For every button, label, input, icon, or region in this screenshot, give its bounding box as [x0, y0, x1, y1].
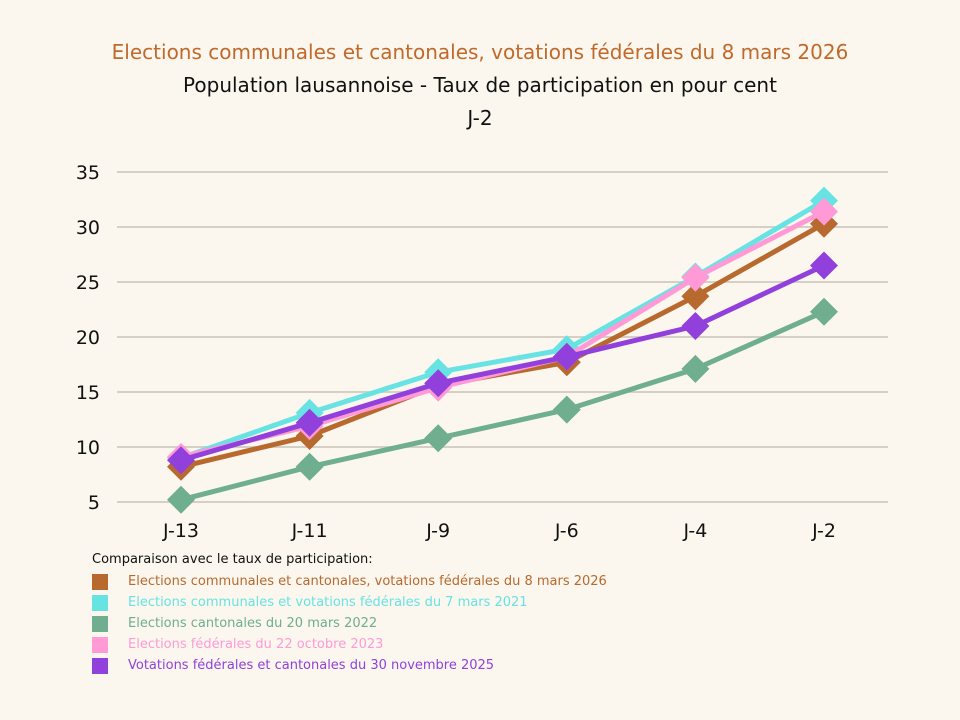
series-line: [180, 198, 826, 461]
data-point: [424, 369, 453, 398]
legend-item: Elections cantonales du 20 mars 2022: [92, 613, 607, 634]
legend-swatch: [92, 636, 108, 653]
chart-subtitle: Population lausannoise - Taux de partici…: [183, 73, 777, 97]
legend-swatch: [92, 573, 108, 590]
x-tick-label: J-9: [425, 520, 450, 542]
y-tick-label: 15: [76, 382, 100, 404]
y-tick-label: 10: [76, 437, 100, 459]
legend-swatch: [92, 615, 108, 632]
data-point: [552, 342, 581, 371]
legend-item: Votations fédérales et cantonales du 30 …: [92, 655, 607, 676]
data-point: [424, 424, 453, 453]
data-point: [295, 408, 324, 437]
legend-title: Comparaison avec le taux de participatio…: [92, 552, 373, 567]
data-point: [681, 354, 710, 383]
legend-label: Elections communales et cantonales, vota…: [128, 574, 607, 589]
x-tick-label: J-4: [682, 520, 707, 542]
y-tick-label: 20: [76, 327, 100, 349]
data-point: [295, 452, 324, 481]
legend-item: Elections communales et votations fédéra…: [92, 592, 607, 613]
data-point: [167, 446, 195, 475]
data-point: [681, 263, 710, 292]
data-point: [810, 297, 838, 326]
legend-label: Elections communales et votations fédéra…: [128, 595, 528, 610]
data-point: [681, 282, 710, 311]
legend-swatch: [92, 657, 108, 674]
chart-subtitle-day: J-2: [467, 106, 493, 130]
data-point: [552, 395, 581, 424]
x-tick-label: J-6: [554, 520, 579, 542]
series-line: [180, 309, 826, 503]
data-point: [167, 485, 195, 514]
y-tick-label: 5: [88, 492, 100, 514]
y-tick-label: 25: [76, 272, 100, 294]
series-line: [180, 209, 826, 460]
y-tick-label: 35: [76, 162, 100, 184]
legend-label: Votations fédérales et cantonales du 30 …: [128, 658, 495, 673]
legend-label: Elections fédérales du 22 octobre 2023: [128, 637, 384, 652]
legend: Comparaison avec le taux de participatio…: [92, 552, 607, 676]
x-tick-label: J-2: [811, 520, 836, 542]
x-tick-label: J-11: [291, 520, 328, 542]
legend-item: Elections communales et cantonales, vota…: [92, 571, 607, 592]
legend-item: Elections fédérales du 22 octobre 2023: [92, 634, 607, 655]
legend-label: Elections cantonales du 20 mars 2022: [128, 616, 378, 631]
x-tick-label: J-13: [162, 520, 199, 542]
chart-title: Elections communales et cantonales, vota…: [111, 40, 849, 64]
data-point: [810, 197, 838, 226]
series-line: [180, 263, 826, 463]
data-point: [681, 312, 710, 340]
y-tick-label: 30: [76, 217, 100, 239]
data-point: [810, 251, 838, 280]
legend-swatch: [92, 594, 108, 611]
